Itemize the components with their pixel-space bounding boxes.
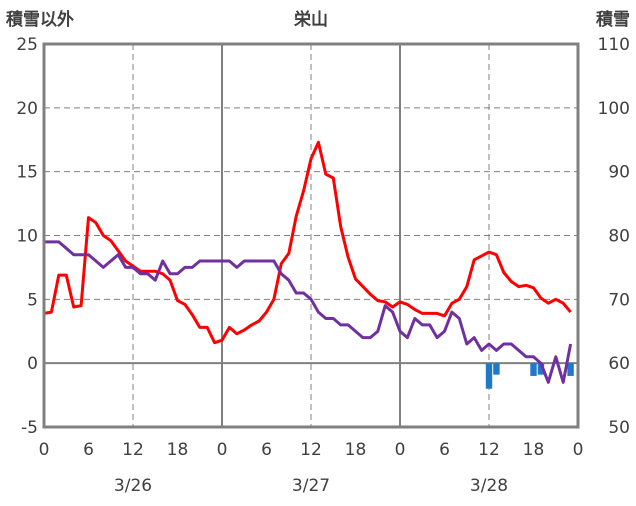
line-layer [43,140,573,384]
x-tick-label: 12 [478,440,500,460]
x-tick-label: 18 [167,440,189,460]
left-axis-title: 積雪以外 [6,9,74,30]
y-right-tick-label: 60 [608,354,630,374]
x-day-label: 3/26 [114,476,152,496]
y-right-tick-label: 90 [608,163,630,183]
y-right-tick-label: 80 [608,227,630,247]
x-tick-label: 6 [83,440,94,460]
series-line-2 [44,240,573,384]
x-tick-label: 0 [39,440,50,460]
x-day-label: 3/27 [292,476,330,496]
x-tick-label: 0 [395,440,406,460]
x-tick-label: 12 [300,440,322,460]
x-tick-label: 18 [345,440,367,460]
x-tick-label: 0 [573,440,584,460]
precip-bar [530,363,537,376]
y-right-tick-label: 70 [608,290,630,310]
y-left-tick-label: 25 [16,35,38,55]
y-left-tick-label: 5 [27,290,38,310]
y-right-tick-label: 100 [598,99,630,119]
x-day-label: 3/28 [470,476,508,496]
y-left-tick-label: 0 [27,354,38,374]
x-tick-label: 18 [523,440,545,460]
bar-layer [485,363,574,389]
x-tick-label: 6 [439,440,450,460]
series-line-1 [43,140,572,345]
y-left-tick-label: 15 [16,163,38,183]
y-left-tick-label: 10 [16,227,38,247]
x-tick-label: 0 [217,440,228,460]
x-tick-label: 12 [122,440,144,460]
precip-bar [567,363,574,376]
y-right-tick-label: 110 [598,35,630,55]
x-tick-label: 6 [261,440,272,460]
y-left-tick-label: 20 [16,99,38,119]
precip-bar [493,363,500,375]
chart-title: 栄山 [293,9,328,30]
plot-frame [42,42,580,429]
precip-bar [537,363,545,375]
precip-bar [485,363,493,389]
right-axis-title: 積雪 [596,9,630,30]
y-right-tick-label: 50 [608,418,630,438]
y-left-tick-label: -5 [21,418,38,438]
